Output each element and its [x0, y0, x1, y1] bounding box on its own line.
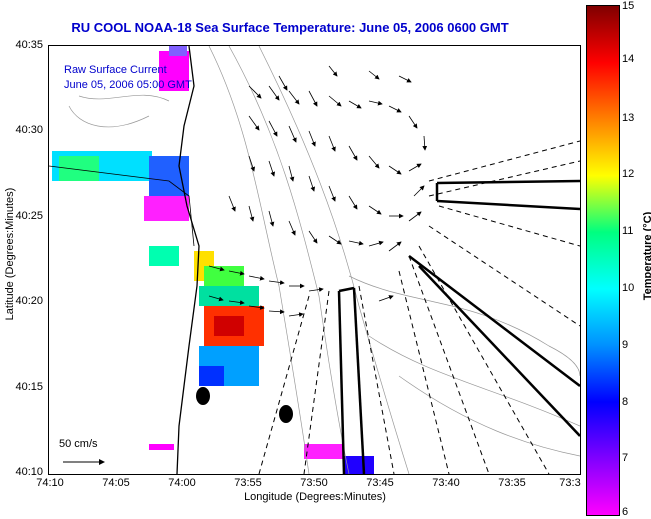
- temperature-colorbar: [586, 5, 620, 516]
- colorbar-tick: 6: [622, 506, 629, 518]
- x-tick: 73:3: [559, 477, 581, 489]
- y-tick: 40:20: [15, 295, 43, 307]
- island: [279, 405, 293, 423]
- legend-product: Raw Surface Current: [64, 64, 167, 76]
- y-tick: 40:15: [15, 381, 43, 393]
- colorbar-tick: 14: [622, 53, 635, 65]
- map-title: RU COOL NOAA-18 Sea Surface Temperature:…: [71, 20, 509, 35]
- x-tick: 73:50: [300, 477, 328, 489]
- x-tick: 73:40: [432, 477, 460, 489]
- x-tick: 73:55: [234, 477, 262, 489]
- bathymetry-contours: [68, 46, 580, 474]
- colorbar-tick: 7: [622, 452, 629, 464]
- x-tick: 74:05: [102, 477, 130, 489]
- colorbar-tick: 9: [622, 339, 629, 351]
- y-tick: 40:30: [15, 124, 43, 136]
- y-tick: 40:35: [15, 39, 43, 51]
- colorbar-tick: 8: [622, 396, 629, 408]
- coastline: [176, 46, 200, 474]
- x-tick: 73:35: [498, 477, 526, 489]
- map-plot-area: [48, 45, 581, 475]
- scale-label: 50 cm/s: [59, 438, 98, 450]
- x-tick: 73:45: [366, 477, 394, 489]
- sst-patches: [52, 46, 374, 474]
- x-tick: 74:10: [36, 477, 64, 489]
- colorbar-tick: 10: [622, 282, 635, 294]
- current-vectors: [208, 65, 428, 317]
- x-axis-title: Longitude (Degrees:Minutes): [244, 491, 386, 503]
- x-tick: 74:00: [168, 477, 196, 489]
- colorbar-tick: 11: [622, 225, 634, 237]
- sst-map: [49, 46, 580, 474]
- colorbar-tick: 15: [622, 0, 635, 12]
- colorbar-tick: 13: [622, 112, 635, 124]
- y-tick: 40:10: [15, 466, 43, 478]
- colorbar-tick: 12: [622, 168, 635, 180]
- y-tick: 40:25: [15, 210, 43, 222]
- radar-sectors: [258, 140, 580, 474]
- island: [196, 387, 210, 405]
- colorbar-title: Temperature (°C): [642, 211, 651, 301]
- legend-date: June 05, 2006 05:00 GMT: [64, 79, 192, 91]
- y-axis-title: Latitude (Degrees:Minutes): [4, 187, 16, 321]
